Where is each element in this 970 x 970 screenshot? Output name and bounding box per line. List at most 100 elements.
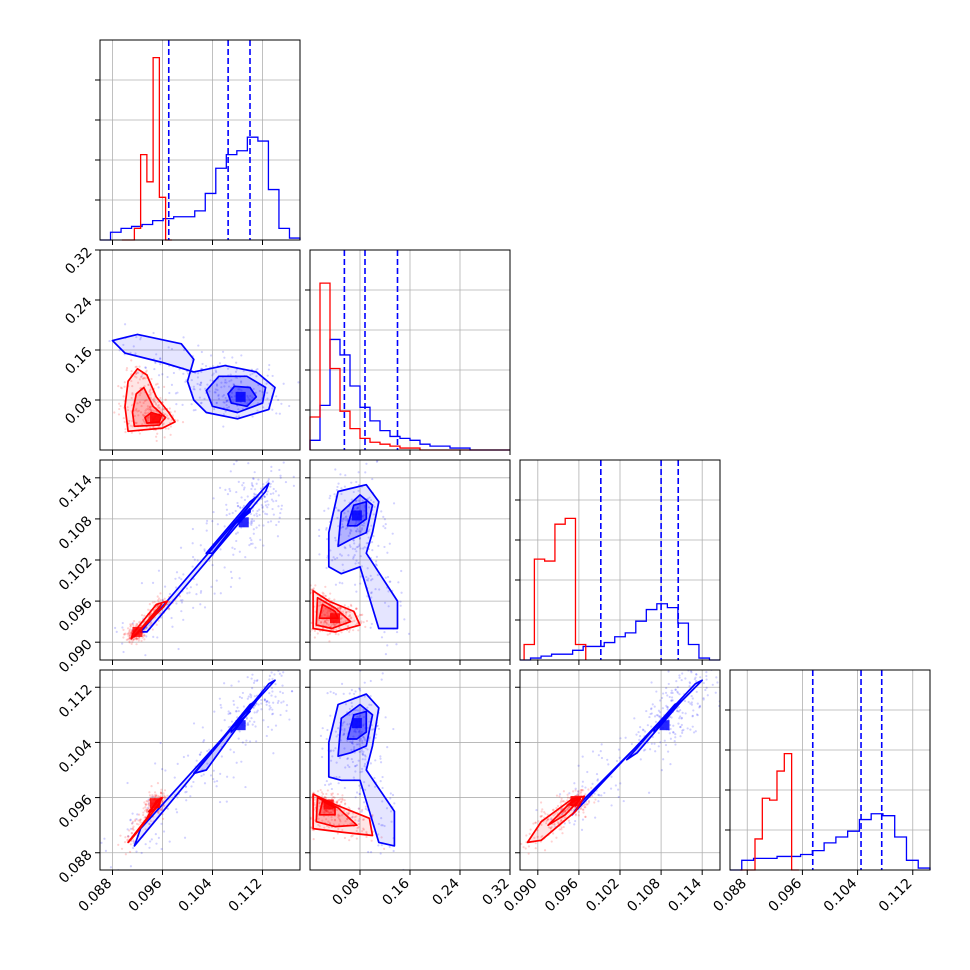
scatter-point [358, 543, 361, 546]
scatter-point [337, 816, 340, 819]
scatter-point [639, 725, 642, 729]
scatter-point [145, 635, 148, 638]
scatter-point [144, 803, 147, 806]
scatter-point [199, 544, 202, 547]
scatter-point [361, 515, 364, 519]
scatter-point [208, 559, 211, 562]
x-tick-label: 0.24 [429, 875, 462, 908]
scatter-point [230, 576, 233, 580]
scatter-point [386, 644, 389, 647]
scatter-point [250, 521, 254, 525]
scatter-point [360, 524, 364, 527]
scatter-point [329, 549, 332, 552]
scatter-point [354, 819, 357, 822]
scatter-point [213, 592, 216, 595]
scatter-point [553, 822, 556, 825]
scatter-point [330, 794, 333, 797]
scatter-point [320, 791, 324, 794]
scatter-point [218, 697, 221, 700]
scatter-point [314, 584, 317, 587]
scatter-point [702, 667, 704, 669]
scatter-point [249, 542, 253, 545]
scatter-point [188, 591, 191, 594]
scatter-point [650, 725, 653, 728]
scatter-point [191, 555, 195, 559]
scatter-point [157, 796, 160, 799]
scatter-point [257, 703, 260, 706]
scatter-point [567, 805, 570, 808]
scatter-point [560, 799, 563, 802]
scatter-point [297, 381, 300, 384]
scatter-point [678, 674, 681, 677]
scatter-point [333, 623, 336, 626]
scatter-point [161, 598, 164, 602]
scatter-point [582, 811, 585, 814]
scatter-point [377, 544, 380, 547]
scatter-point [347, 806, 350, 809]
scatter-point [359, 531, 362, 534]
scatter-point [328, 821, 332, 825]
scatter-point [167, 427, 170, 430]
scatter-point [340, 682, 344, 685]
scatter-point [329, 690, 332, 693]
scatter-point [169, 411, 172, 414]
scatter-point [213, 408, 216, 411]
scatter-point [264, 504, 268, 507]
y-tick-label: 0.096 [56, 792, 96, 832]
scatter-point [154, 402, 158, 405]
scatter-point [330, 759, 333, 762]
scatter-point [325, 818, 328, 821]
scatter-point [257, 478, 260, 481]
y-tick-label: 0.32 [62, 244, 95, 277]
scatter-point [693, 678, 696, 681]
scatter-point [325, 618, 328, 621]
x-tick-label: 0.112 [226, 876, 266, 916]
scatter-point [584, 815, 587, 819]
scatter-point [363, 781, 366, 784]
scatter-point [382, 515, 385, 518]
scatter-point [274, 695, 277, 698]
scatter-point [312, 838, 315, 841]
scatter-point [146, 405, 149, 408]
scatter-point [180, 578, 183, 581]
scatter-point [355, 607, 358, 611]
scatter-point [323, 811, 326, 815]
grid-lines [100, 460, 300, 660]
scatter-point [221, 350, 225, 353]
scatter-point [383, 518, 386, 521]
scatter-point [237, 415, 241, 418]
scatter-point [127, 835, 130, 838]
panels-layer [95, 39, 931, 875]
scatter-point [200, 401, 203, 404]
scatter-point [256, 409, 259, 412]
scatter-point [265, 481, 268, 484]
scatter-point [350, 498, 353, 501]
scatter-point [281, 684, 284, 687]
scatter-point [688, 681, 691, 684]
scatter-point [230, 720, 234, 723]
y-tick-label: 0.08 [62, 394, 95, 427]
scatter-point [389, 792, 392, 795]
scatter-point [123, 323, 127, 326]
scatter-point [357, 489, 360, 492]
scatter-point [278, 468, 281, 472]
scatter-point [160, 806, 163, 809]
scatter-point [337, 799, 340, 802]
scatter-point [361, 739, 364, 743]
scatter-point [280, 674, 283, 677]
scatter-point [332, 749, 335, 752]
scatter-point [319, 604, 322, 607]
scatter-point [205, 522, 208, 525]
scatter-point [255, 482, 258, 485]
scatter-point [271, 713, 274, 716]
scatter-point [365, 462, 368, 465]
scatter-point [344, 766, 347, 769]
scatter-point [334, 747, 337, 750]
scatter-point [694, 666, 696, 668]
scatter-point [561, 807, 564, 810]
scatter-point [310, 826, 313, 829]
scatter-point [335, 800, 339, 803]
scatter-point [380, 510, 383, 513]
scatter-point [340, 800, 343, 803]
scatter-point [351, 705, 354, 708]
